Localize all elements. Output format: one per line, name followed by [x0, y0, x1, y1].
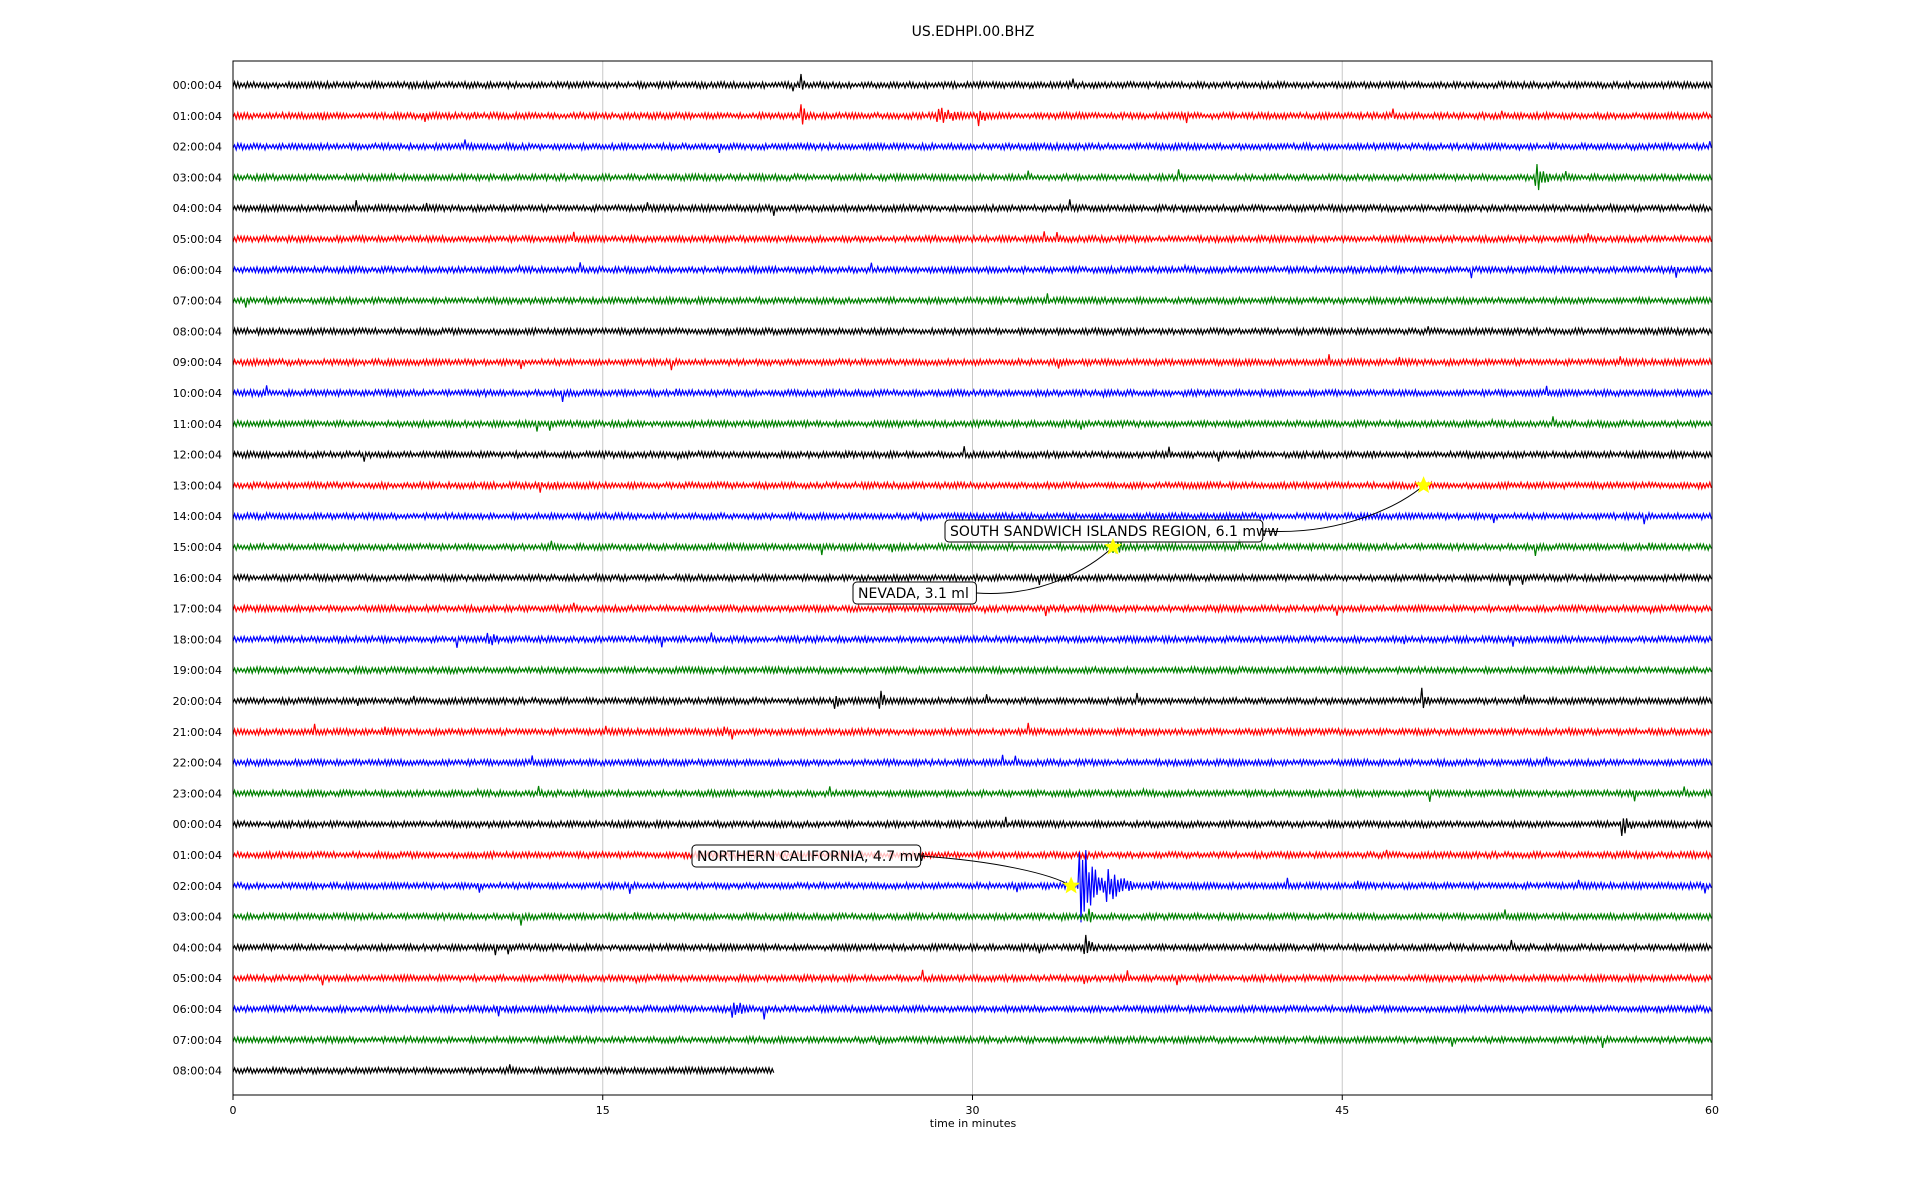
trace-row: [232, 754, 1712, 769]
trace-row: [232, 1034, 1712, 1048]
row-time-label: 20:00:04: [173, 695, 222, 708]
trace-row: [232, 354, 1712, 371]
row-time-label: 08:00:04: [173, 325, 222, 338]
event-label: SOUTH SANDWICH ISLANDS REGION, 6.1 mww: [950, 524, 1279, 540]
trace-row: [232, 539, 1712, 556]
chart-title: US.EDHPI.00.BHZ: [912, 24, 1035, 40]
trace-row: [232, 934, 1712, 956]
row-time-label: 04:00:04: [173, 941, 222, 954]
row-time-label: 06:00:04: [173, 264, 222, 277]
row-time-label: 05:00:04: [173, 233, 222, 246]
trace-row: [232, 325, 1712, 337]
x-tick-label: 30: [966, 1104, 980, 1117]
x-tick-label: 0: [230, 1104, 237, 1117]
trace-row: [232, 1002, 1712, 1020]
event-star-marker: [1062, 876, 1080, 894]
row-time-label: 12:00:04: [173, 449, 222, 462]
event-label-box: [852, 581, 977, 605]
row-time-label: 19:00:04: [173, 664, 222, 677]
row-time-label: 21:00:04: [173, 726, 222, 739]
event-connector: [1262, 485, 1424, 533]
trace-row: [232, 664, 1712, 676]
row-time-label: 22:00:04: [173, 757, 222, 770]
row-time-label: 02:00:04: [173, 141, 222, 154]
trace-row: [232, 139, 1712, 154]
x-tick-label: 45: [1335, 1104, 1349, 1117]
row-time-label: 15:00:04: [173, 541, 222, 554]
event-label: NORTHERN CALIFORNIA, 4.7 mw: [697, 849, 925, 865]
trace-row: [232, 571, 1712, 586]
event-annotation: SOUTH SANDWICH ISLANDS REGION, 6.1 mww: [944, 476, 1433, 543]
row-time-label: 09:00:04: [173, 356, 222, 369]
trace-row: [232, 969, 1712, 986]
trace-row: [232, 293, 1712, 308]
event-connector: [920, 855, 1072, 887]
trace-row: [232, 199, 1712, 216]
trace-row: [232, 632, 1712, 648]
event-annotation: NEVADA, 3.1 ml: [852, 537, 1122, 605]
row-time-label: 02:00:04: [173, 880, 222, 893]
event-annotation: NORTHERN CALIFORNIA, 4.7 mw: [691, 844, 1080, 894]
row-time-label: 01:00:04: [173, 110, 222, 123]
row-time-label: 18:00:04: [173, 633, 222, 646]
trace-row: [232, 687, 1712, 709]
trace-row: [232, 73, 1712, 92]
trace-row: [232, 231, 1712, 245]
event-star-marker: [1104, 537, 1122, 555]
row-time-label: 00:00:04: [173, 818, 222, 831]
row-time-label: 16:00:04: [173, 572, 222, 585]
row-time-label: 17:00:04: [173, 603, 222, 616]
x-axis-ticks: 0 15 30 45 60: [230, 1095, 1719, 1117]
event-annotations: SOUTH SANDWICH ISLANDS REGION, 6.1 mww NE…: [691, 476, 1433, 894]
row-time-label: 07:00:04: [173, 1034, 222, 1047]
x-tick-label: 15: [596, 1104, 610, 1117]
trace-row: [232, 446, 1712, 462]
x-tick-label: 60: [1705, 1104, 1719, 1117]
row-time-label: 10:00:04: [173, 387, 222, 400]
row-time-label: 07:00:04: [173, 295, 222, 308]
row-time-label: 13:00:04: [173, 479, 222, 492]
row-time-label: 05:00:04: [173, 972, 222, 985]
trace-row: [232, 816, 1712, 836]
trace-row: [232, 479, 1712, 493]
trace-layer: [232, 73, 1712, 1076]
event-connector: [976, 546, 1114, 595]
trace-row: [232, 416, 1712, 432]
trace-row: [232, 602, 1712, 617]
event-label-box: [944, 519, 1264, 543]
trace-row: [232, 850, 1712, 923]
event-label-box: [691, 844, 922, 868]
trace-row: [232, 164, 1712, 191]
trace-row: [232, 849, 1712, 861]
row-time-label: 01:00:04: [173, 849, 222, 862]
row-time-label: 08:00:04: [173, 1065, 222, 1078]
row-time-label: 06:00:04: [173, 1003, 222, 1016]
event-star-marker: [1414, 476, 1433, 494]
x-axis-label: time in minutes: [930, 1117, 1017, 1130]
event-label: NEVADA, 3.1 ml: [858, 586, 969, 602]
row-time-label: 00:00:04: [173, 79, 222, 92]
trace-row: [232, 262, 1712, 279]
trace-row: [232, 785, 1712, 802]
row-time-label: 04:00:04: [173, 202, 222, 215]
trace-row: [232, 385, 1712, 402]
row-time-label: 11:00:04: [173, 418, 222, 431]
row-time-label: 03:00:04: [173, 171, 222, 184]
trace-row: [232, 722, 1712, 740]
row-time-label: 23:00:04: [173, 787, 222, 800]
trace-row: [232, 510, 1712, 525]
trace-row: [232, 1064, 775, 1076]
row-time-label: 14:00:04: [173, 510, 222, 523]
trace-row: [232, 104, 1712, 127]
row-time-label: 03:00:04: [173, 911, 222, 924]
row-labels: 00:00:04 01:00:04 02:00:04 03:00:04 04:00:04…: [173, 79, 222, 1078]
trace-row: [232, 908, 1712, 926]
